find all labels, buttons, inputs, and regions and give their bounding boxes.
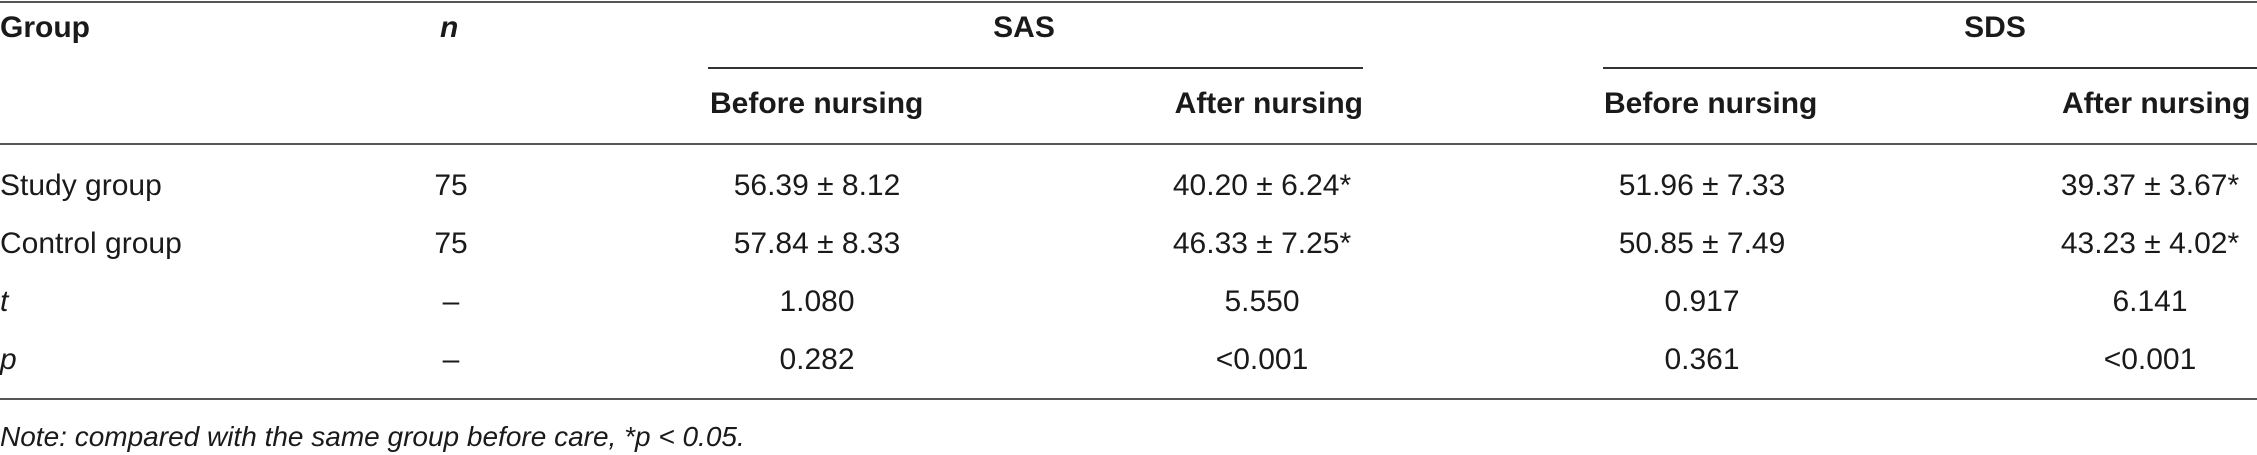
header-sas: SAS: [993, 11, 1055, 44]
row-control-sds-before: 50.85 ± 7.49: [1618, 227, 1786, 260]
header-sds-before: Before nursing: [1604, 87, 1818, 120]
row-p-sas-before: 0.282: [779, 343, 855, 376]
row-p-sas-after: <0.001: [1215, 343, 1309, 376]
row-study-sas-after: 40.20 ± 6.24*: [1172, 169, 1352, 202]
row-study-n: 75: [434, 169, 468, 202]
row-control-sas-before: 57.84 ± 8.33: [733, 227, 901, 260]
row-p-sds-after: <0.001: [2103, 343, 2197, 376]
row-p-n: –: [442, 343, 460, 376]
row-control-group: Control group: [0, 227, 182, 260]
header-sas-before: Before nursing: [710, 87, 924, 120]
table-bottom-rule: [0, 398, 2257, 400]
row-control-sas-after: 46.33 ± 7.25*: [1172, 227, 1352, 260]
header-bottom-rule: [0, 143, 2257, 145]
table-note: Note: compared with the same group befor…: [0, 421, 745, 452]
row-study-sas-before: 56.39 ± 8.12: [733, 169, 901, 202]
header-n: n: [440, 11, 459, 44]
row-study-sds-before: 51.96 ± 7.33: [1618, 169, 1786, 202]
table-top-rule: [0, 1, 2257, 3]
row-study-sds-after: 39.37 ± 3.67*: [2060, 169, 2240, 202]
row-t-sas-after: 5.550: [1224, 285, 1300, 318]
sds-span-rule: [1603, 67, 2257, 69]
sas-span-rule: [708, 67, 1363, 69]
row-p-sds-before: 0.361: [1664, 343, 1740, 376]
row-t-label: t: [0, 285, 9, 318]
row-p-label: p: [0, 343, 17, 376]
header-sds: SDS: [1964, 11, 2026, 44]
row-control-sds-after: 43.23 ± 4.02*: [2060, 227, 2240, 260]
row-t-sds-before: 0.917: [1664, 285, 1740, 318]
row-t-sds-after: 6.141: [2112, 285, 2188, 318]
header-sas-after: After nursing: [1174, 87, 1363, 120]
row-t-n: –: [442, 285, 460, 318]
header-sds-after: After nursing: [2062, 87, 2251, 120]
header-group: Group: [0, 11, 90, 44]
row-study-group: Study group: [0, 169, 162, 202]
row-control-n: 75: [434, 227, 468, 260]
row-t-sas-before: 1.080: [779, 285, 855, 318]
